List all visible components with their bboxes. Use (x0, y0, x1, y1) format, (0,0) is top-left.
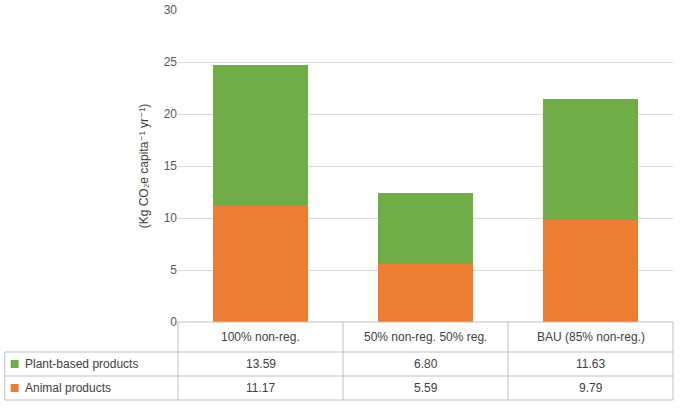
svg-text:20: 20 (164, 107, 178, 121)
svg-text:Plant-based products: Plant-based products (25, 357, 138, 371)
svg-text:(Kg CO₂e capita⁻¹ yr⁻¹): (Kg CO₂e capita⁻¹ yr⁻¹) (137, 104, 151, 229)
svg-text:100% non-reg.: 100% non-reg. (221, 330, 300, 344)
svg-text:15: 15 (164, 159, 178, 173)
svg-text:5: 5 (170, 263, 177, 277)
svg-text:50% non-reg. 50% reg.: 50% non-reg. 50% reg. (364, 330, 487, 344)
svg-text:5.59: 5.59 (414, 381, 438, 395)
svg-text:Animal products: Animal products (25, 381, 111, 395)
svg-text:0: 0 (170, 315, 177, 329)
svg-text:11.63: 11.63 (576, 357, 605, 371)
svg-text:30: 30 (164, 3, 178, 17)
svg-text:6.80: 6.80 (414, 357, 438, 371)
svg-text:9.79: 9.79 (579, 381, 603, 395)
svg-text:11.17: 11.17 (246, 381, 275, 395)
svg-text:25: 25 (164, 55, 178, 69)
svg-text:13.59: 13.59 (246, 357, 276, 371)
svg-text:10: 10 (164, 211, 178, 225)
svg-text:BAU (85% non-reg.): BAU (85% non-reg.) (537, 330, 645, 344)
